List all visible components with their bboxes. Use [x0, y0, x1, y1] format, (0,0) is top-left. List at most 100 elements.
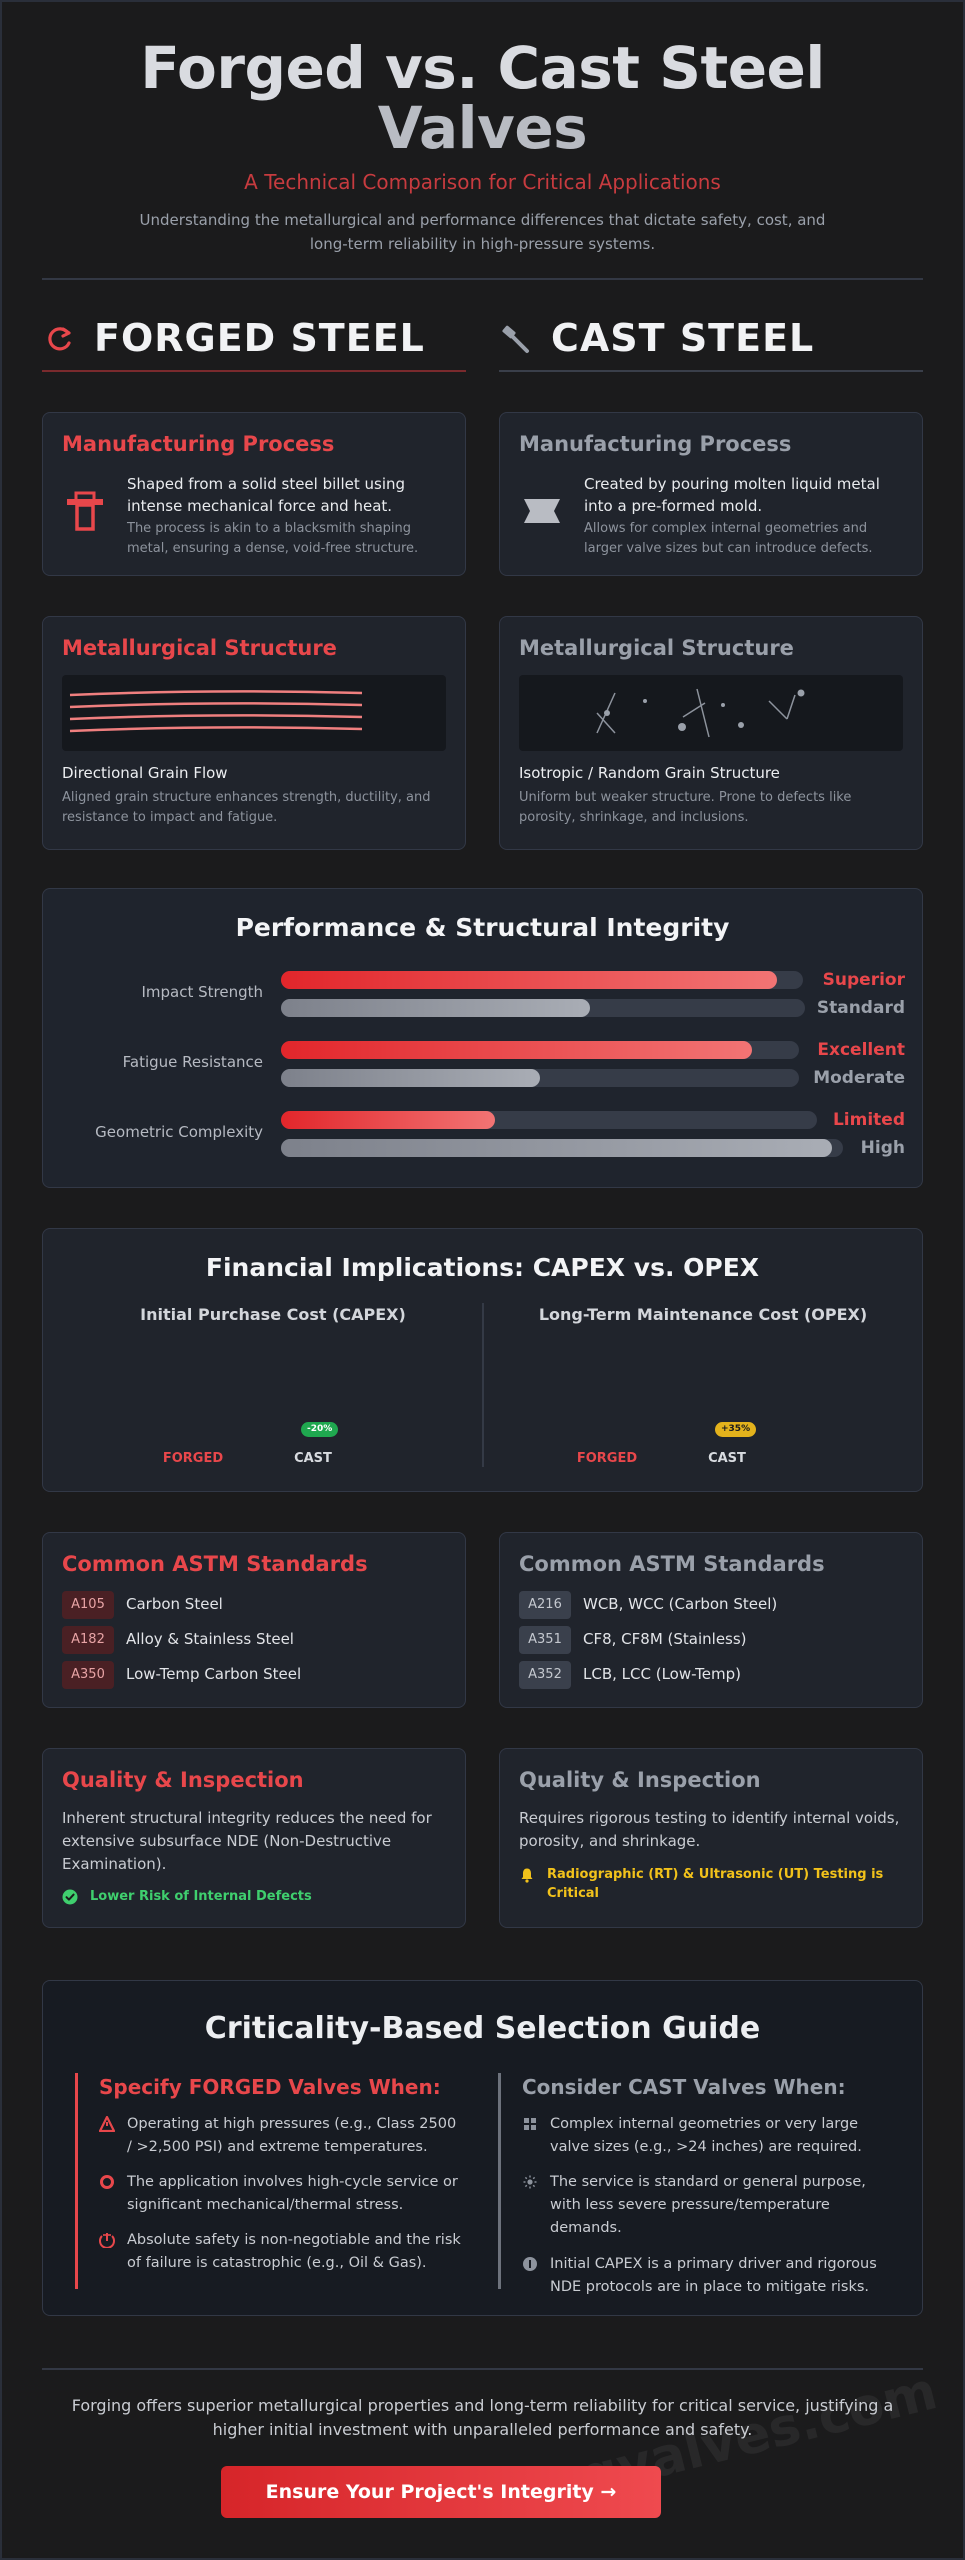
coin-icon: [523, 2257, 537, 2271]
cast-manufacturing-card: Manufacturing Process Created by pouring…: [499, 412, 923, 576]
card-heading: Manufacturing Process: [62, 432, 335, 456]
grain-description: Aligned grain structure enhances strengt…: [62, 790, 431, 825]
standard-code: A216: [519, 1591, 571, 1619]
forged-rating: Limited: [832, 1110, 905, 1130]
process-description: Shaped from a solid steel billet using i…: [127, 475, 406, 515]
standard-name: Alloy & Stainless Steel: [126, 1630, 294, 1648]
opex-badge: +35%: [715, 1422, 757, 1437]
forged-rating: Excellent: [817, 1040, 905, 1060]
cast-rating: Moderate: [813, 1068, 905, 1088]
cast-bar-fill: [281, 1139, 832, 1157]
forged-column-title: FORGED STEEL: [94, 316, 425, 360]
capex-cast-label: CAST: [294, 1451, 332, 1466]
cast-quality-card: Quality & Inspection Requires rigorous t…: [499, 1748, 923, 1928]
footer-summary: Forging offers superior metallurgical pr…: [71, 2396, 894, 2439]
cast-guide-column: Consider CAST Valves When: Complex inter…: [498, 2073, 888, 2295]
card-heading: Manufacturing Process: [519, 432, 792, 456]
guide-item-text: Operating at high pressures (e.g., Class…: [127, 2116, 457, 2155]
standard-code: A350: [62, 1661, 114, 1689]
card-heading: Common ASTM Standards: [62, 1552, 368, 1576]
forged-quality-card: Quality & Inspection Inherent structural…: [42, 1748, 466, 1928]
guide-title: Criticality-Based Selection Guide: [204, 2011, 761, 2046]
page-description: Understanding the metallurgical and perf…: [139, 211, 826, 253]
shield-alert-icon: [99, 2233, 115, 2248]
guide-item-text: Complex internal geometries or very larg…: [550, 2116, 862, 2155]
cast-column-header: CAST STEEL: [499, 316, 923, 372]
bell-icon: [521, 1868, 533, 1883]
metric-label: Impact Strength: [141, 983, 263, 1001]
process-description: Created by pouring molten liquid metal i…: [584, 475, 880, 515]
cast-rating: Standard: [816, 998, 905, 1018]
cycle-icon: [100, 2175, 114, 2189]
standard-code: A351: [519, 1626, 571, 1654]
forged-standards-card: Common ASTM Standards A105 Carbon Steel …: [42, 1532, 466, 1708]
forged-bar-fill: [281, 971, 777, 989]
financial-title: Financial Implications: CAPEX vs. OPEX: [205, 1253, 760, 1282]
standard-code: A352: [519, 1661, 571, 1689]
forged-bar-track: [281, 1111, 817, 1129]
quality-flag-text: Lower Risk of Internal Defects: [90, 1889, 312, 1904]
check-circle-icon: [62, 1889, 78, 1905]
financial-divider: [482, 1303, 484, 1467]
metric-label: Geometric Complexity: [95, 1123, 263, 1141]
forged-bar-fill: [281, 1111, 495, 1129]
sun-icon: [523, 2175, 537, 2189]
directional-grain-illustration: [62, 675, 446, 751]
refresh-icon: [48, 327, 71, 351]
standard-name: CF8, CF8M (Stainless): [583, 1630, 747, 1648]
mold-icon: [524, 499, 560, 523]
random-grain-illustration: [519, 675, 903, 751]
selection-guide-section: Criticality-Based Selection Guide Specif…: [42, 1980, 923, 2316]
forged-bar-fill: [281, 1041, 752, 1059]
page-subtitle: A Technical Comparison for Critical Appl…: [244, 170, 721, 194]
capex-title: Initial Purchase Cost (CAPEX): [140, 1305, 406, 1324]
cast-bar-track: [281, 1139, 843, 1157]
forged-bar-track: [281, 971, 803, 989]
card-heading: Quality & Inspection: [519, 1768, 761, 1792]
cast-metallurgy-card: Metallurgical Structure Isotropic / Rand…: [499, 616, 923, 850]
financial-section: Financial Implications: CAPEX vs. OPEX I…: [42, 1228, 923, 1492]
header-divider: [42, 278, 923, 280]
cast-column-title: CAST STEEL: [551, 316, 815, 360]
card-heading: Quality & Inspection: [62, 1768, 304, 1792]
cast-standards-card: Common ASTM Standards A216 WCB, WCC (Car…: [499, 1532, 923, 1708]
ensure-integrity-button[interactable]: Ensure Your Project's Integrity →: [221, 2466, 661, 2518]
forged-rating: Superior: [822, 970, 905, 990]
forged-bar-track: [281, 1041, 799, 1059]
standard-name: Low-Temp Carbon Steel: [126, 1665, 302, 1683]
card-heading: Metallurgical Structure: [62, 636, 337, 660]
performance-section: Performance & Structural Integrity Impac…: [42, 888, 923, 1188]
grain-title: Isotropic / Random Grain Structure: [519, 764, 780, 782]
guide-item-text: The application involves high-cycle serv…: [127, 2174, 458, 2213]
opex-forged-label: FORGED: [576, 1451, 638, 1466]
opex-cast-label: CAST: [708, 1451, 746, 1466]
cast-bar-fill: [281, 999, 590, 1017]
hammer-icon: [502, 325, 529, 353]
forged-guide-heading: Specify FORGED Valves When:: [99, 2075, 441, 2099]
standard-name: WCB, WCC (Carbon Steel): [583, 1595, 778, 1613]
card-heading: Metallurgical Structure: [519, 636, 794, 660]
page-title: Forged vs. Cast Steel Valves: [42, 38, 923, 158]
card-heading: Common ASTM Standards: [519, 1552, 825, 1576]
quality-description: Requires rigorous testing to identify in…: [519, 1809, 900, 1850]
capex-forged-label: FORGED: [162, 1451, 224, 1466]
process-note: The process is akin to a blacksmith shap…: [127, 521, 419, 556]
forged-guide-column: Specify FORGED Valves When: Operating at…: [75, 2073, 465, 2289]
capex-badge: -20%: [301, 1422, 339, 1437]
grid-icon: [524, 2118, 536, 2130]
warning-triangle-icon: [99, 2116, 115, 2132]
opex-title: Long-Term Maintenance Cost (OPEX): [538, 1305, 868, 1324]
forged-manufacturing-card: Manufacturing Process Shaped from a soli…: [42, 412, 466, 576]
cast-bar-fill: [281, 1069, 540, 1087]
grain-title: Directional Grain Flow: [62, 764, 228, 782]
guide-item-text: The service is standard or general purpo…: [550, 2174, 866, 2236]
standard-code: A105: [62, 1591, 114, 1619]
standard-name: Carbon Steel: [126, 1595, 223, 1613]
grain-description: Uniform but weaker structure. Prone to d…: [519, 790, 852, 825]
quality-flag-text: Radiographic (RT) & Ultrasonic (UT) Test…: [547, 1867, 884, 1901]
process-note: Allows for complex internal geometries a…: [584, 521, 873, 556]
forge-press-icon: [67, 491, 103, 531]
performance-title: Performance & Structural Integrity: [235, 913, 730, 942]
footer-divider: [42, 2368, 923, 2370]
